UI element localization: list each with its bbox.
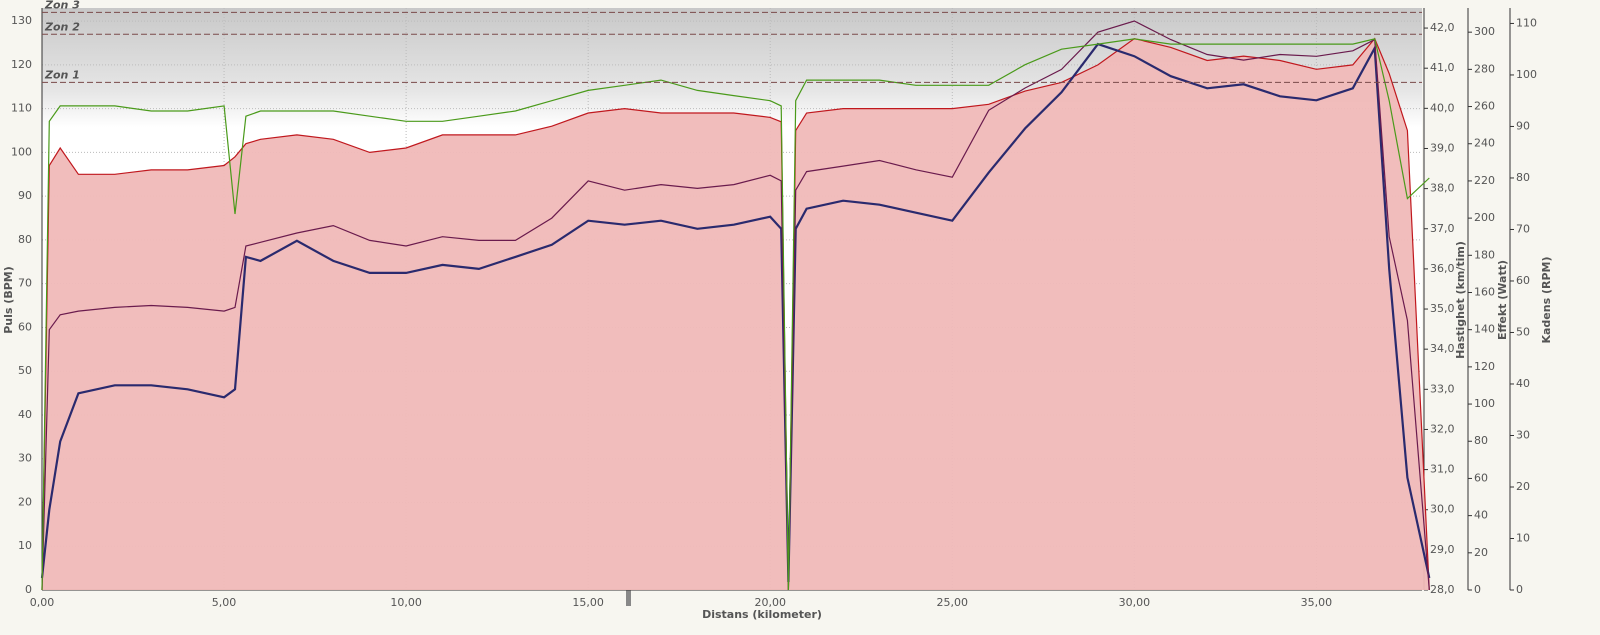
- y-tick-label: 35,0: [1430, 302, 1455, 315]
- y-axis-title: Kadens (RPM): [1540, 256, 1553, 343]
- scroll-marker[interactable]: [626, 590, 631, 606]
- y-tick-label: 220: [1474, 174, 1495, 187]
- y-tick-label: 34,0: [1430, 342, 1455, 355]
- y-tick-label: 300: [1474, 25, 1495, 38]
- y-tick-label: 40: [1516, 377, 1530, 390]
- y-tick-label: 120: [1474, 360, 1495, 373]
- y-tick-label: 140: [1474, 323, 1495, 336]
- series-line: [41, 37, 1430, 591]
- x-tick-label: 5,00: [212, 596, 237, 609]
- y-tick-label: 40: [18, 408, 32, 421]
- y-tick-label: 20: [18, 495, 32, 508]
- y-tick-label: 240: [1474, 137, 1495, 150]
- y-tick-label: 40: [1474, 509, 1488, 522]
- y-tick-label: 70: [18, 277, 32, 290]
- series-area: [42, 38, 1430, 591]
- y-tick-label: 30: [1516, 428, 1530, 441]
- series-line: [40, 42, 1431, 583]
- y-tick-label: 10: [1516, 531, 1530, 544]
- y-tick-label: 33,0: [1430, 382, 1455, 395]
- y-tick-label: 280: [1474, 62, 1495, 75]
- y-tick-label: 260: [1474, 100, 1495, 113]
- y-tick-label: 32,0: [1430, 422, 1455, 435]
- x-tick-label: 15,00: [572, 596, 604, 609]
- y-tick-label: 200: [1474, 211, 1495, 224]
- y-tick-label: 38,0: [1430, 182, 1455, 195]
- y-tick-label: 80: [18, 233, 32, 246]
- y-tick-label: 120: [11, 58, 32, 71]
- y-tick-label: 10: [18, 539, 32, 552]
- y-tick-label: 110: [11, 102, 32, 115]
- y-axis-title: Effekt (Watt): [1496, 260, 1509, 340]
- y-tick-label: 180: [1474, 248, 1495, 261]
- y-tick-label: 110: [1516, 16, 1537, 29]
- x-tick-label: 25,00: [937, 596, 969, 609]
- y-tick-label: 40,0: [1430, 101, 1455, 114]
- zone-label: Zon 2: [44, 20, 80, 33]
- zone-label: Zon 3: [44, 0, 80, 11]
- y-tick-label: 30: [18, 452, 32, 465]
- y-tick-label: 60: [1474, 471, 1488, 484]
- y-tick-label: 39,0: [1430, 141, 1455, 154]
- y-tick-label: 28,0: [1430, 583, 1455, 596]
- y-tick-label: 100: [1516, 68, 1537, 81]
- x-tick-label: 20,00: [754, 596, 786, 609]
- zone-label: Zon 1: [44, 68, 80, 81]
- x-tick-label: 35,00: [1301, 596, 1333, 609]
- y-tick-label: 0: [1474, 583, 1481, 596]
- y-tick-label: 42,0: [1430, 21, 1455, 34]
- y-tick-label: 160: [1474, 285, 1495, 298]
- y-tick-label: 20: [1474, 546, 1488, 559]
- y-tick-label: 80: [1516, 171, 1530, 184]
- x-axis-title: Distans (kilometer): [702, 608, 822, 621]
- x-tick-label: 0,00: [30, 596, 55, 609]
- y-axis-title: Hastighet (km/tim): [1454, 241, 1467, 359]
- y-tick-label: 20: [1516, 480, 1530, 493]
- y-tick-label: 50: [18, 364, 32, 377]
- y-tick-label: 0: [25, 583, 32, 596]
- y-tick-label: 60: [18, 320, 32, 333]
- y-tick-label: 80: [1474, 434, 1488, 447]
- y-tick-label: 70: [1516, 222, 1530, 235]
- y-tick-label: 31,0: [1430, 463, 1455, 476]
- x-tick-label: 30,00: [1119, 596, 1151, 609]
- y-tick-label: 36,0: [1430, 262, 1455, 275]
- y-tick-label: 100: [11, 145, 32, 158]
- y-tick-label: 30,0: [1430, 503, 1455, 516]
- y-tick-label: 60: [1516, 274, 1530, 287]
- series-line: [41, 38, 1430, 591]
- x-tick-label: 10,00: [390, 596, 422, 609]
- y-tick-label: 29,0: [1430, 543, 1455, 556]
- y-tick-label: 41,0: [1430, 61, 1455, 74]
- y-tick-label: 90: [18, 189, 32, 202]
- y-tick-label: 100: [1474, 397, 1495, 410]
- y-tick-label: 0: [1516, 583, 1523, 596]
- y-axis-title: Puls (BPM): [2, 266, 15, 334]
- series-line: [41, 20, 1430, 591]
- y-tick-label: 130: [11, 14, 32, 27]
- y-tick-label: 50: [1516, 325, 1530, 338]
- y-tick-label: 90: [1516, 119, 1530, 132]
- y-tick-label: 37,0: [1430, 222, 1455, 235]
